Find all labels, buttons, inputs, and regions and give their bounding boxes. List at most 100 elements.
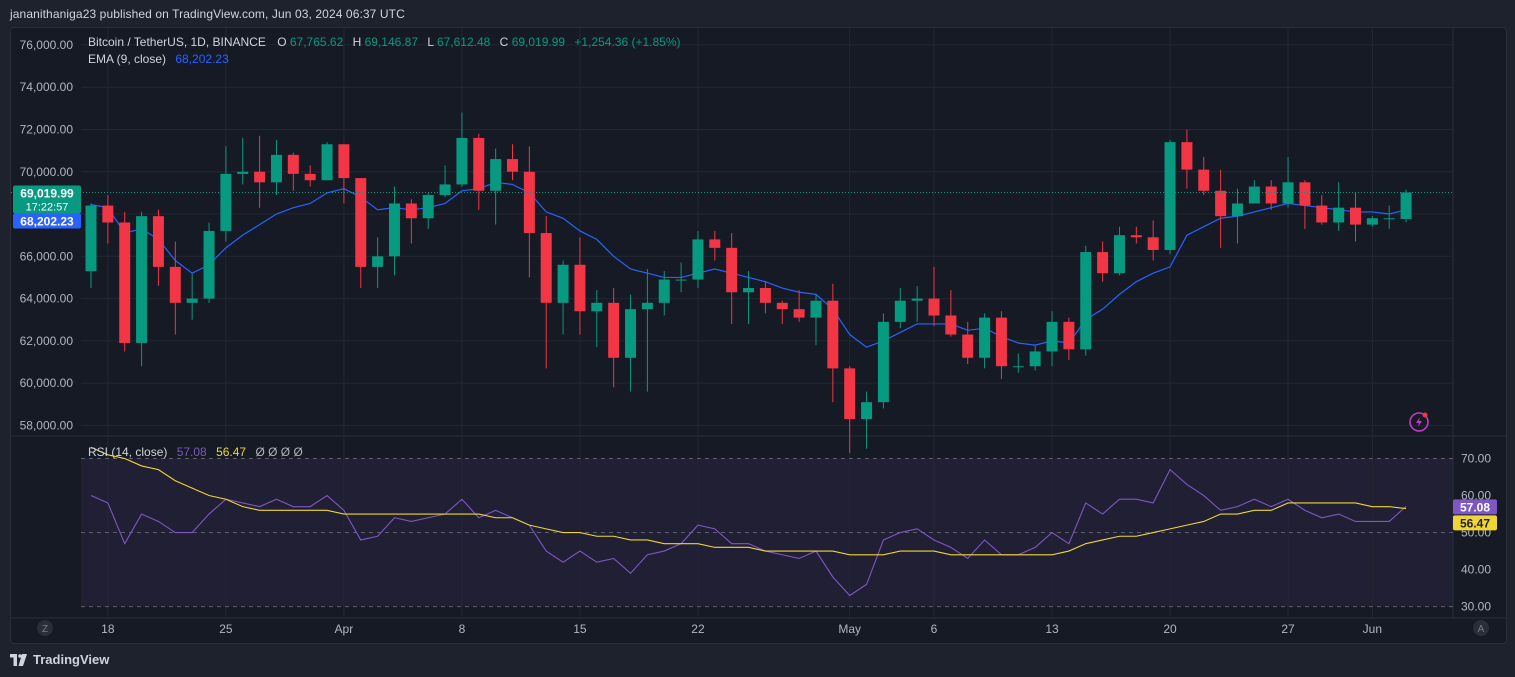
price-tick-label: 70,000.00	[20, 165, 74, 179]
candle-body	[759, 288, 771, 303]
auto-scale-button[interactable]: A	[1473, 620, 1489, 636]
candle-body	[1147, 237, 1159, 250]
candle	[793, 290, 805, 322]
candles-layer[interactable]	[85, 112, 1412, 453]
ema-price-badge: 68,202.23	[13, 213, 81, 229]
candle-body	[810, 300, 822, 318]
candle-body	[507, 159, 518, 172]
candle	[85, 203, 97, 289]
price-tick-label: 76,000.00	[20, 38, 74, 52]
candle	[1400, 189, 1412, 223]
candle	[355, 178, 367, 289]
candle	[1181, 129, 1193, 189]
rsi-band-background	[81, 458, 1453, 607]
candle	[877, 313, 889, 409]
candle	[439, 165, 451, 198]
lightning-icon[interactable]	[1409, 412, 1429, 432]
candle-body	[1316, 205, 1328, 223]
candle	[338, 144, 350, 204]
candle	[405, 199, 417, 244]
legend-row: Bitcoin / TetherUS, 1D, BINANCE O 67,765…	[88, 35, 681, 49]
candle	[776, 300, 788, 324]
candle-body	[709, 239, 721, 248]
candle-body	[911, 298, 923, 301]
bar-countdown: 17:22:57	[26, 201, 69, 213]
price-pane[interactable]	[11, 28, 1453, 436]
candle-body	[388, 203, 400, 257]
candle-body	[203, 230, 215, 299]
candle-body	[540, 233, 552, 303]
candle-body	[1231, 203, 1243, 217]
candle	[995, 311, 1007, 379]
candle-body	[861, 402, 873, 420]
candle-body	[304, 173, 316, 181]
candle-body	[237, 171, 249, 174]
candle	[473, 133, 485, 210]
candle-body	[1198, 169, 1210, 191]
candle-body	[136, 216, 148, 343]
candle	[1299, 180, 1311, 229]
candle-body	[1164, 142, 1176, 250]
chart-canvas[interactable]: 76,000.0074,000.0072,000.0070,000.0068,0…	[11, 28, 1506, 643]
candle-body	[743, 288, 755, 293]
candle-body	[1333, 207, 1345, 223]
candle	[574, 237, 586, 335]
ema-legend-row: EMA (9, close) 68,202.23	[88, 52, 229, 66]
candle	[203, 222, 215, 303]
candle-body	[220, 173, 232, 231]
candle	[490, 148, 502, 225]
candle-body	[321, 144, 333, 181]
candle	[608, 288, 620, 388]
candle-body	[523, 171, 535, 234]
candle	[675, 262, 687, 293]
candle-body	[1350, 207, 1361, 225]
time-tick-label: Apr	[335, 622, 354, 636]
price-tick-label: 64,000.00	[20, 292, 74, 306]
candle-body	[894, 300, 906, 322]
candle	[507, 144, 518, 181]
time-tick-label: 20	[1163, 622, 1177, 636]
candle-body	[1215, 190, 1227, 217]
candle	[152, 209, 164, 286]
candle-body	[995, 317, 1007, 367]
candle-body	[490, 159, 502, 191]
candle	[237, 137, 249, 185]
candle	[1147, 220, 1159, 261]
rsi-legend-row: RSI (14, close) 57.08 56.47 Ø Ø Ø Ø	[88, 445, 303, 459]
legend-close-value: 69,019.99	[512, 35, 566, 49]
legend-open-value: 67,765.62	[290, 35, 344, 49]
candle	[456, 112, 468, 187]
legend-close-label: C	[500, 35, 509, 49]
candle	[1012, 353, 1024, 373]
candle	[136, 211, 148, 367]
candle	[1164, 140, 1176, 255]
tradingview-logo[interactable]: TradingView	[10, 652, 109, 667]
time-tick-label: 18	[101, 622, 115, 636]
candle	[1231, 188, 1243, 244]
candle-body	[439, 184, 451, 196]
candle	[1198, 156, 1210, 196]
candle	[1097, 241, 1109, 282]
candle-body	[844, 368, 856, 420]
chart-frame[interactable]: 76,000.0074,000.0072,000.0070,000.0068,0…	[10, 27, 1507, 644]
candle	[1350, 192, 1361, 242]
candle	[1248, 180, 1260, 204]
candle-body	[186, 298, 198, 303]
candle	[962, 321, 974, 365]
candle-body	[1181, 142, 1193, 170]
candle-body	[591, 302, 603, 312]
tradingview-logo-text: TradingView	[33, 652, 110, 667]
svg-text:A: A	[1478, 624, 1485, 635]
candle-body	[979, 317, 991, 358]
candle-body	[169, 266, 181, 303]
candle-body	[1248, 186, 1260, 204]
candle-body	[152, 216, 164, 267]
rsi-line	[90, 468, 1407, 597]
candle	[844, 366, 856, 453]
candle	[861, 391, 873, 449]
log-scale-button[interactable]: Z	[37, 620, 53, 636]
candle-body	[692, 239, 704, 280]
candle	[1316, 195, 1328, 225]
candle-body	[372, 256, 384, 267]
candle	[119, 211, 131, 352]
